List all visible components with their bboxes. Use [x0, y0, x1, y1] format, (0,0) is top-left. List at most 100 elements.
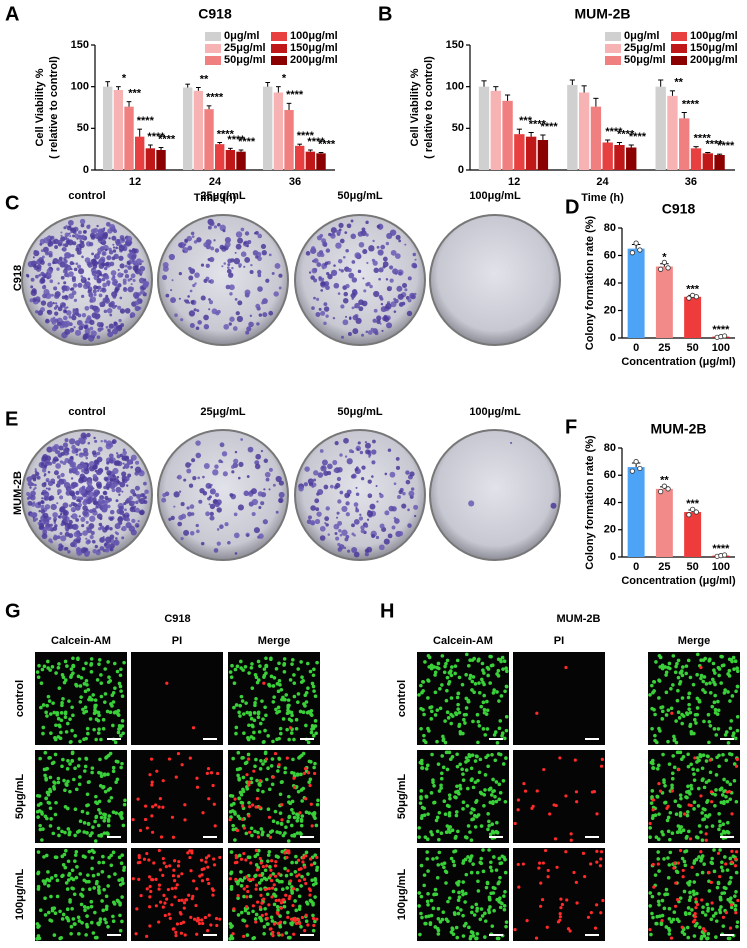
live-cell: [456, 882, 460, 887]
colony: [209, 503, 216, 510]
live-cell: [447, 804, 451, 809]
dead-cell: [170, 903, 174, 907]
dead-cell: [595, 849, 599, 853]
colony: [68, 438, 76, 445]
colony: [103, 503, 109, 509]
live-cell: [715, 755, 719, 760]
colony: [329, 484, 334, 489]
colony: [105, 536, 112, 543]
colony: [115, 325, 123, 332]
live-cell: [725, 868, 730, 872]
live-cell: [253, 701, 257, 705]
colony: [174, 313, 178, 318]
live-cell: [734, 799, 739, 804]
live-cell: [436, 917, 441, 921]
colony: [123, 269, 128, 274]
dead-cell: [206, 766, 211, 771]
live-cell: [85, 683, 89, 687]
live-cell: [77, 782, 82, 787]
colony: [278, 491, 285, 498]
live-cell: [92, 727, 96, 732]
live-cell: [503, 890, 507, 894]
colony: [136, 525, 139, 528]
dead-cell: [285, 855, 289, 860]
colony: [74, 440, 81, 446]
live-cell: [454, 925, 459, 930]
dead-cell: [699, 665, 703, 670]
colony: [244, 257, 251, 263]
colony: [118, 318, 122, 323]
live-cell: [274, 707, 278, 712]
live-cell: [716, 699, 720, 704]
colony: [240, 227, 245, 232]
live-cell: [464, 768, 469, 772]
live-cell: [434, 892, 439, 897]
dead-cell: [242, 887, 246, 891]
live-cell: [453, 664, 458, 668]
colony: [371, 475, 374, 478]
live-cell: [295, 887, 299, 892]
live-cell: [667, 917, 672, 921]
live-cell: [434, 818, 439, 823]
live-cell: [118, 928, 123, 933]
live-cell: [426, 902, 430, 907]
dead-cell: [158, 868, 162, 872]
live-cell: [56, 735, 61, 739]
live-cell: [295, 831, 300, 835]
live-cell: [290, 657, 295, 662]
dead-cell: [599, 850, 604, 854]
colony: [193, 308, 197, 312]
colony: [92, 473, 98, 479]
significance: **: [200, 73, 209, 85]
colony: [258, 313, 263, 317]
dead-cell: [163, 901, 167, 905]
colony: [229, 292, 233, 296]
colony: [31, 482, 35, 486]
colony: [118, 493, 121, 496]
live-cell: [431, 857, 435, 861]
colony: [260, 501, 265, 506]
dead-cell: [273, 874, 278, 878]
y-tick-label: 60: [604, 469, 616, 481]
live-cell: [719, 832, 724, 837]
live-cell: [457, 890, 461, 895]
colony: [308, 482, 314, 487]
live-cell: [713, 671, 717, 675]
live-cell: [704, 759, 709, 763]
significance: ****: [712, 543, 730, 555]
colony: [122, 450, 127, 456]
live-cell: [678, 793, 683, 797]
colony: [337, 258, 343, 264]
live-cell: [107, 855, 111, 860]
live-cell: [676, 824, 681, 828]
colony: [112, 243, 115, 246]
live-cell: [272, 695, 276, 699]
live-cell: [292, 833, 297, 837]
live-cell: [300, 799, 304, 803]
live-cell: [489, 793, 494, 797]
colony: [337, 292, 341, 295]
live-cell: [80, 894, 85, 898]
colony: [87, 441, 91, 445]
live-cell: [241, 787, 245, 792]
dead-cell: [231, 932, 235, 936]
colony: [311, 267, 318, 274]
colony: [88, 523, 95, 529]
live-cell: [455, 935, 460, 940]
live-cell: [501, 667, 505, 671]
live-cell: [47, 699, 52, 703]
colony: [360, 476, 365, 481]
live-cell: [672, 910, 677, 915]
live-cell: [671, 754, 676, 758]
live-cell: [314, 881, 318, 886]
dead-cell: [309, 863, 314, 867]
dead-cell: [150, 878, 154, 882]
live-cell: [665, 892, 670, 897]
colony: [143, 495, 147, 500]
live-cell: [120, 694, 125, 699]
micrograph: [35, 750, 127, 843]
live-cell: [425, 850, 429, 854]
live-cell: [429, 791, 434, 795]
colony: [122, 513, 126, 517]
colony: [47, 309, 53, 315]
